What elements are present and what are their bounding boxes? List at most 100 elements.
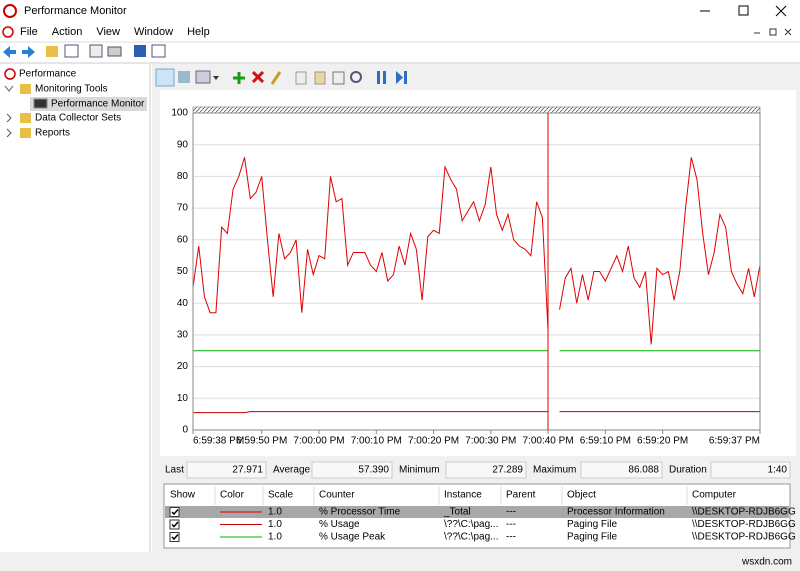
tree-item[interactable]: Data Collector Sets bbox=[35, 113, 121, 124]
tree-icon bbox=[4, 68, 16, 80]
checkmark bbox=[171, 521, 179, 528]
cell-parent: --- bbox=[506, 519, 516, 530]
tree-icon bbox=[20, 128, 31, 138]
y-tick-label: 100 bbox=[171, 108, 188, 119]
x-tick-label: 7:00:40 PM bbox=[523, 436, 574, 447]
up-button[interactable] bbox=[46, 46, 58, 57]
y-tick-label: 50 bbox=[177, 266, 189, 277]
print-button[interactable] bbox=[107, 46, 122, 57]
cell-counter: % Usage Peak bbox=[319, 532, 386, 543]
change-graph[interactable] bbox=[195, 70, 211, 84]
column-header[interactable]: Show bbox=[170, 490, 196, 501]
x-tick-label: 6:59:37 PM bbox=[709, 436, 760, 447]
cell-scale: 1.0 bbox=[268, 532, 282, 543]
x-tick-label: 6:59:20 PM bbox=[637, 436, 688, 447]
checkmark bbox=[171, 534, 179, 541]
stat-box bbox=[445, 461, 527, 479]
menu-item[interactable]: File bbox=[20, 26, 38, 38]
menu-item[interactable]: Window bbox=[134, 26, 173, 38]
paste[interactable] bbox=[314, 71, 326, 85]
stat-label: Last bbox=[165, 465, 184, 476]
cell-parent: --- bbox=[506, 507, 516, 518]
mdi-controls[interactable] bbox=[754, 28, 792, 36]
pause[interactable] bbox=[377, 71, 386, 84]
y-tick-label: 90 bbox=[177, 139, 189, 150]
checkbox[interactable] bbox=[169, 507, 180, 517]
stat-box bbox=[710, 461, 791, 479]
cell-computer: \\DESKTOP-RDJB6GG bbox=[692, 507, 796, 518]
menu-item[interactable]: View bbox=[96, 26, 120, 38]
stat-value: 27.971 bbox=[232, 465, 263, 476]
watermark: wsxdn.com bbox=[741, 557, 792, 568]
stat-value: 86.088 bbox=[628, 465, 659, 476]
help-button[interactable] bbox=[134, 45, 146, 57]
toolbar bbox=[3, 44, 166, 58]
column-header[interactable]: Scale bbox=[268, 490, 293, 501]
tree-item[interactable]: Performance Monitor bbox=[51, 99, 145, 110]
column-header[interactable]: Parent bbox=[506, 490, 536, 501]
close[interactable] bbox=[775, 5, 787, 17]
menu: File Action View Window Help bbox=[20, 26, 210, 38]
tree-item[interactable]: Performance bbox=[19, 69, 77, 80]
stat-box bbox=[580, 461, 663, 479]
delete-counter[interactable] bbox=[251, 70, 265, 84]
back-button[interactable] bbox=[3, 46, 16, 58]
tree-icon bbox=[20, 113, 31, 123]
tree-pane bbox=[0, 64, 150, 552]
cell-scale: 1.0 bbox=[268, 519, 282, 530]
graph-area bbox=[160, 90, 796, 456]
maximize[interactable] bbox=[738, 5, 749, 16]
row-selection bbox=[165, 506, 789, 518]
y-tick-label: 70 bbox=[177, 203, 189, 214]
freeze[interactable] bbox=[178, 71, 190, 83]
column-header[interactable]: Instance bbox=[444, 490, 482, 501]
cell-counter: % Processor Time bbox=[319, 507, 401, 518]
expander[interactable] bbox=[6, 128, 12, 138]
table: Show Color Scale Counter Instance Parent Objec… bbox=[169, 486, 796, 543]
status-bar bbox=[0, 552, 800, 571]
highlight[interactable] bbox=[270, 71, 282, 85]
tree-icon bbox=[20, 84, 31, 94]
x-tick-label: 7:00:00 PM bbox=[293, 436, 344, 447]
dropdown[interactable] bbox=[213, 76, 219, 80]
column-header[interactable]: Computer bbox=[692, 490, 737, 501]
expander[interactable] bbox=[4, 85, 14, 92]
x-tick-label: 6:59:50 PM bbox=[236, 436, 287, 447]
view-graph[interactable] bbox=[155, 68, 175, 87]
stat-label: Average bbox=[273, 465, 311, 476]
column-header[interactable]: Color bbox=[220, 490, 245, 501]
stat-value: 57.390 bbox=[358, 465, 389, 476]
copy[interactable] bbox=[295, 71, 307, 85]
properties[interactable] bbox=[332, 71, 345, 85]
menu-item[interactable]: Action bbox=[52, 26, 83, 38]
view-button[interactable] bbox=[151, 44, 166, 58]
zoom[interactable] bbox=[350, 71, 362, 83]
cell-instance: \??\C:\pag... bbox=[444, 532, 498, 543]
cell-object: Paging File bbox=[567, 532, 617, 543]
cell-parent: --- bbox=[506, 532, 516, 543]
y-tick-label: 30 bbox=[177, 330, 189, 341]
column-header[interactable]: Object bbox=[567, 490, 596, 501]
monitor-toolbar bbox=[155, 68, 407, 87]
time-bar bbox=[192, 106, 761, 114]
expander[interactable] bbox=[6, 113, 12, 123]
checkbox[interactable] bbox=[169, 532, 180, 542]
forward-button[interactable] bbox=[22, 46, 35, 58]
plot-frame bbox=[192, 112, 761, 431]
tree-item[interactable]: Reports bbox=[35, 128, 70, 139]
y-tick-label: 20 bbox=[177, 361, 189, 372]
add-counter[interactable] bbox=[233, 72, 245, 84]
menu-icon bbox=[2, 26, 14, 38]
update[interactable] bbox=[396, 71, 407, 84]
tree-item[interactable]: Monitoring Tools bbox=[35, 84, 108, 95]
menu-item[interactable]: Help bbox=[187, 26, 210, 38]
console-button[interactable] bbox=[64, 44, 79, 58]
x-tick-label: 7:00:10 PM bbox=[351, 436, 402, 447]
checkbox[interactable] bbox=[169, 519, 180, 530]
y-tick-label: 10 bbox=[177, 393, 189, 404]
properties-button[interactable] bbox=[89, 44, 103, 58]
cell-object: Processor Information bbox=[567, 507, 665, 518]
y-tick-label: 40 bbox=[177, 298, 189, 309]
column-header[interactable]: Counter bbox=[319, 490, 355, 501]
